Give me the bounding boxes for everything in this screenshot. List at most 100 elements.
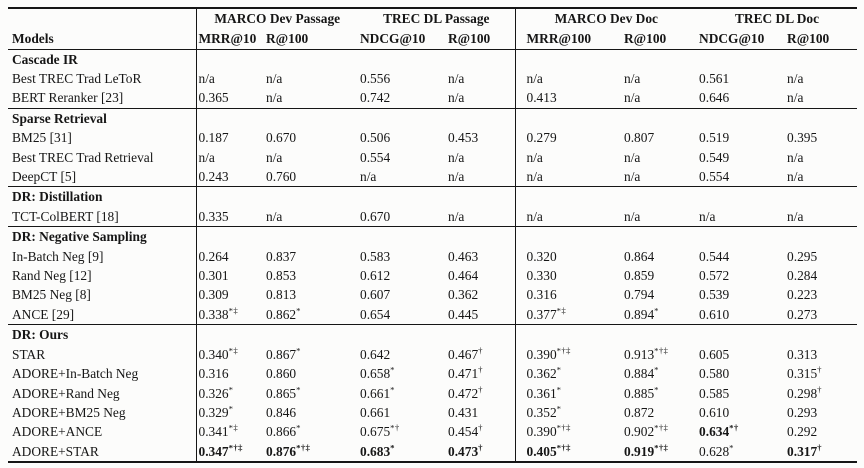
empty-cell [358, 48, 447, 69]
value-cell: 0.519 [699, 130, 730, 146]
value-cell: 0.554 [360, 149, 391, 165]
empty-cell [264, 48, 359, 69]
empty-cell [195, 48, 264, 69]
metric-header-mrr10: MRR@10 [195, 28, 264, 50]
model-name: BM25 Neg [8] [12, 287, 91, 303]
section-header-row: Cascade IR [8, 48, 858, 69]
value-cell: 0.675*† [360, 422, 400, 440]
value-cell: 0.913*†‡ [624, 345, 669, 362]
value-cell: n/a [195, 69, 264, 89]
model-name: ADORE+ANCE [12, 424, 103, 440]
table-row: ADORE+ANCE 0.341*‡ 0.866* 0.675*† 0.454† 0.39… [8, 422, 857, 442]
value-cell: 0.607 [360, 287, 391, 303]
value-cell: 0.862* [266, 305, 301, 322]
table-row: TCT-ColBERT [18] 0.335 n/a 0.670 n/a n/a n/a n/… [8, 206, 857, 227]
value-cell: 0.865* [266, 384, 301, 401]
value-cell: 0.670 [266, 130, 297, 146]
value-cell: 0.292 [787, 424, 818, 440]
value-cell: 0.859 [624, 268, 655, 284]
value-cell: n/a [624, 208, 641, 224]
significance-markers: † [478, 364, 483, 375]
empty-cell [622, 107, 698, 129]
value-cell: 0.431 [448, 404, 479, 420]
empty-cell [195, 107, 264, 129]
value-cell: 0.612 [360, 268, 391, 284]
empty-cell [264, 107, 359, 129]
significance-markers: *†‡ [654, 442, 669, 453]
value-cell: 0.585 [699, 385, 730, 401]
significance-markers: * [390, 442, 395, 453]
value-cell: 0.876*†‡ [266, 442, 311, 459]
empty-cell [697, 226, 786, 247]
significance-markers: † [817, 384, 822, 395]
value-cell: 0.377*‡ [514, 304, 623, 325]
value-cell: n/a [448, 208, 465, 224]
model-name: ADORE+BM25 Neg [12, 404, 126, 420]
empty-cell [785, 107, 858, 129]
value-cell: 0.885* [624, 384, 659, 401]
model-name: ADORE+STAR [12, 443, 99, 459]
significance-markers: † [478, 345, 483, 356]
empty-cell [195, 186, 264, 207]
value-cell: 0.301 [195, 266, 264, 286]
significance-markers: * [556, 364, 562, 375]
value-cell: 0.315† [787, 364, 822, 382]
empty-cell [446, 107, 516, 129]
table-row: ADORE+Rand Neg 0.326* 0.865* 0.661* 0.472† 0.… [8, 383, 857, 403]
significance-markers: *‡ [228, 345, 239, 356]
metric-header-row: MRR@10 R@100 NDCG@10 R@100 MRR@100 R@100… [8, 28, 858, 50]
value-cell: 0.866* [266, 422, 301, 440]
value-cell: 0.445 [448, 306, 479, 322]
value-cell: n/a [787, 71, 804, 86]
empty-cell [514, 186, 623, 207]
value-cell: 0.295 [787, 248, 818, 264]
empty-cell [622, 226, 698, 247]
value-cell: 0.365 [195, 88, 264, 109]
value-cell: 0.352* [514, 402, 623, 423]
table-row: STAR 0.340*‡ 0.867* 0.642 0.467† 0.390*†‡ 0.91… [8, 344, 857, 365]
value-cell: 0.453 [448, 130, 479, 146]
table-row: BM25 Neg [8] 0.309 0.813 0.607 0.362 0.316 0.7… [8, 285, 857, 305]
model-name: ADORE+In-Batch Neg [12, 366, 139, 382]
empty-cell [358, 186, 447, 207]
empty-cell [446, 324, 516, 345]
table-row: BERT Reranker [23] 0.365 n/a 0.742 n/a 0.413 n… [8, 88, 857, 109]
value-cell: 0.646 [699, 90, 730, 106]
value-cell: 0.807 [624, 130, 655, 146]
value-cell: n/a [266, 90, 283, 106]
value-cell: 0.561 [699, 71, 730, 86]
model-name: TCT-ColBERT [18] [12, 208, 119, 224]
value-cell: 0.902*†‡ [624, 422, 669, 440]
table-row: BM25 [31] 0.187 0.670 0.506 0.453 0.279 0.807 0… [8, 128, 857, 148]
value-cell: 0.634*† [699, 422, 739, 440]
table-row: ADORE+BM25 Neg 0.329* 0.846 0.661 0.431 0.352… [8, 402, 857, 423]
empty-cell [446, 186, 516, 207]
value-cell: 0.347*†‡ [195, 441, 264, 463]
value-cell: n/a [787, 149, 804, 165]
value-cell: n/a [448, 149, 465, 165]
value-cell: 0.642 [360, 346, 391, 362]
empty-cell [697, 48, 786, 69]
column-group-header-row: Models MARCO Dev Passage TREC DL Passage… [8, 8, 857, 46]
value-cell: 0.467† [448, 345, 483, 362]
model-name: ANCE [29] [12, 306, 75, 322]
table-row: ADORE+STAR 0.347*†‡ 0.876*†‡ 0.683* 0.473† 0.… [8, 441, 857, 463]
value-cell: 0.243 [195, 167, 264, 187]
results-table: Models MARCO Dev Passage TREC DL Passage… [8, 7, 858, 464]
value-cell: 0.572 [699, 268, 730, 284]
section-title: DR: Ours [8, 324, 196, 345]
model-name: STAR [12, 346, 46, 362]
value-cell: 0.884* [624, 364, 659, 382]
empty-cell [622, 48, 698, 69]
significance-markers: *†‡ [654, 422, 669, 433]
metric-header-mrr100: MRR@100 [514, 28, 623, 50]
value-cell: 0.605 [699, 346, 730, 362]
value-cell: 0.556 [360, 71, 391, 86]
significance-markers: * [556, 403, 562, 414]
value-cell: 0.846 [266, 404, 297, 420]
value-cell: 0.813 [266, 287, 297, 303]
significance-markers: * [556, 384, 562, 395]
significance-markers: † [817, 442, 822, 453]
value-cell: 0.794 [624, 287, 655, 303]
significance-markers: † [478, 442, 483, 453]
